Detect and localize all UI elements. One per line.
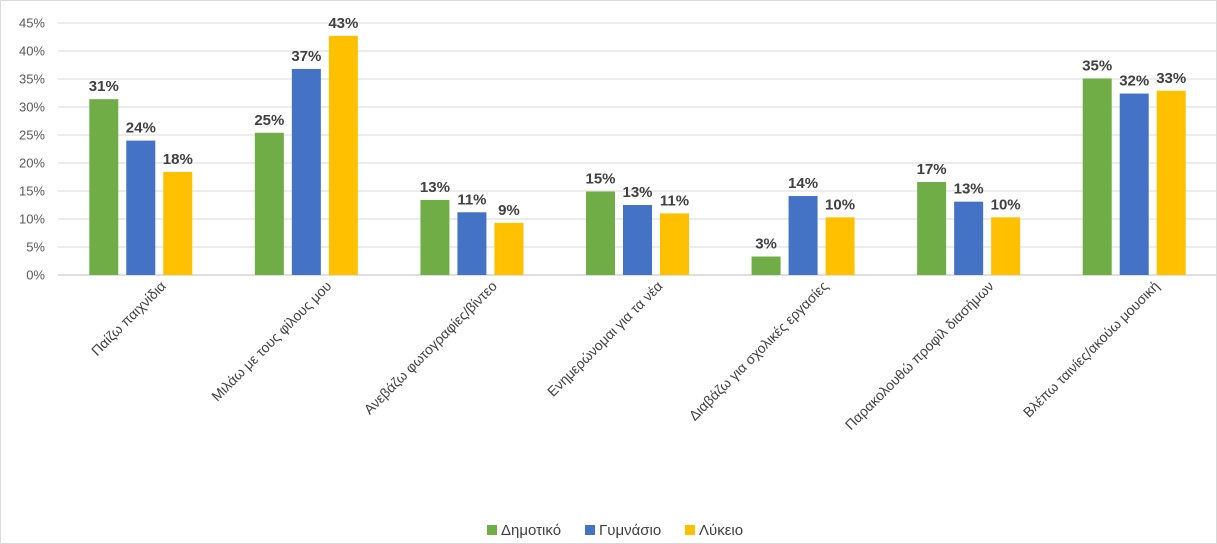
y-tick-label: 40% xyxy=(19,44,45,59)
legend-swatch xyxy=(487,525,497,535)
legend-label: Γυμνάσιο xyxy=(599,522,661,539)
data-label: 31% xyxy=(89,78,119,95)
data-label: 32% xyxy=(1119,73,1149,90)
legend-item: Γυμνάσιο xyxy=(585,522,661,539)
bar xyxy=(254,132,284,275)
data-label: 11% xyxy=(660,192,689,209)
bar xyxy=(328,35,358,275)
data-label: 14% xyxy=(788,175,818,192)
data-label: 43% xyxy=(328,15,358,32)
data-label: 9% xyxy=(498,202,520,219)
legend-item: Δημοτικό xyxy=(487,522,561,539)
category-label: Διαβάζω για σχολικές εργασίες xyxy=(686,278,832,424)
category-label: Παίζω παιχνίδια xyxy=(88,278,169,359)
y-tick-label: 30% xyxy=(19,100,45,115)
y-tick-label: 45% xyxy=(19,16,45,31)
bar xyxy=(954,201,984,275)
data-label: 13% xyxy=(420,179,450,196)
bar xyxy=(623,205,652,275)
data-label: 10% xyxy=(991,196,1021,213)
data-label: 10% xyxy=(825,196,855,213)
bar xyxy=(1119,93,1149,275)
bar xyxy=(1156,90,1186,275)
bar xyxy=(660,213,689,275)
bar xyxy=(89,99,119,275)
legend-item: Λύκειο xyxy=(685,522,743,539)
bar xyxy=(991,217,1021,275)
category-label: Μιλάω με τους φίλους μου xyxy=(208,278,334,404)
legend-swatch xyxy=(685,525,695,535)
bar xyxy=(1082,78,1112,275)
y-tick-label: 0% xyxy=(26,268,45,283)
bar xyxy=(825,217,855,275)
data-label: 24% xyxy=(126,120,156,137)
y-tick-label: 15% xyxy=(19,184,45,199)
bar xyxy=(788,196,818,275)
legend-label: Λύκειο xyxy=(699,522,743,539)
y-tick-label: 25% xyxy=(19,128,45,143)
legend-swatch xyxy=(585,525,595,535)
category-label: Ενημερώνομαι για τα νέα xyxy=(544,278,666,400)
data-label: 35% xyxy=(1082,57,1112,74)
bar xyxy=(586,191,615,275)
data-label: 33% xyxy=(1156,70,1186,87)
data-label: 17% xyxy=(917,161,947,178)
category-label: Ανεβάζω φωτογραφίες/βίντεο xyxy=(361,278,501,418)
data-label: 13% xyxy=(622,184,652,201)
bar xyxy=(917,182,947,275)
bar xyxy=(751,256,781,275)
bar xyxy=(420,199,450,275)
data-label: 11% xyxy=(457,191,486,208)
bar xyxy=(291,68,321,275)
bar xyxy=(457,212,487,275)
data-label: 13% xyxy=(954,181,984,198)
y-tick-label: 20% xyxy=(19,156,45,171)
y-tick-label: 10% xyxy=(19,212,45,227)
data-label: 37% xyxy=(291,48,321,65)
data-label: 18% xyxy=(163,151,193,168)
legend-label: Δημοτικό xyxy=(501,522,561,539)
bar xyxy=(126,140,156,275)
y-tick-label: 35% xyxy=(19,72,45,87)
data-label: 3% xyxy=(755,236,777,253)
bar xyxy=(494,222,524,275)
data-label: 25% xyxy=(254,112,284,129)
data-label: 15% xyxy=(585,171,615,188)
category-label: Παρακολουθώ προφίλ διασήμων xyxy=(842,278,997,433)
y-tick-label: 5% xyxy=(26,240,45,255)
bar xyxy=(163,171,193,275)
category-label: Βλέπω ταινίες/ακούω μουσική xyxy=(1020,278,1163,421)
